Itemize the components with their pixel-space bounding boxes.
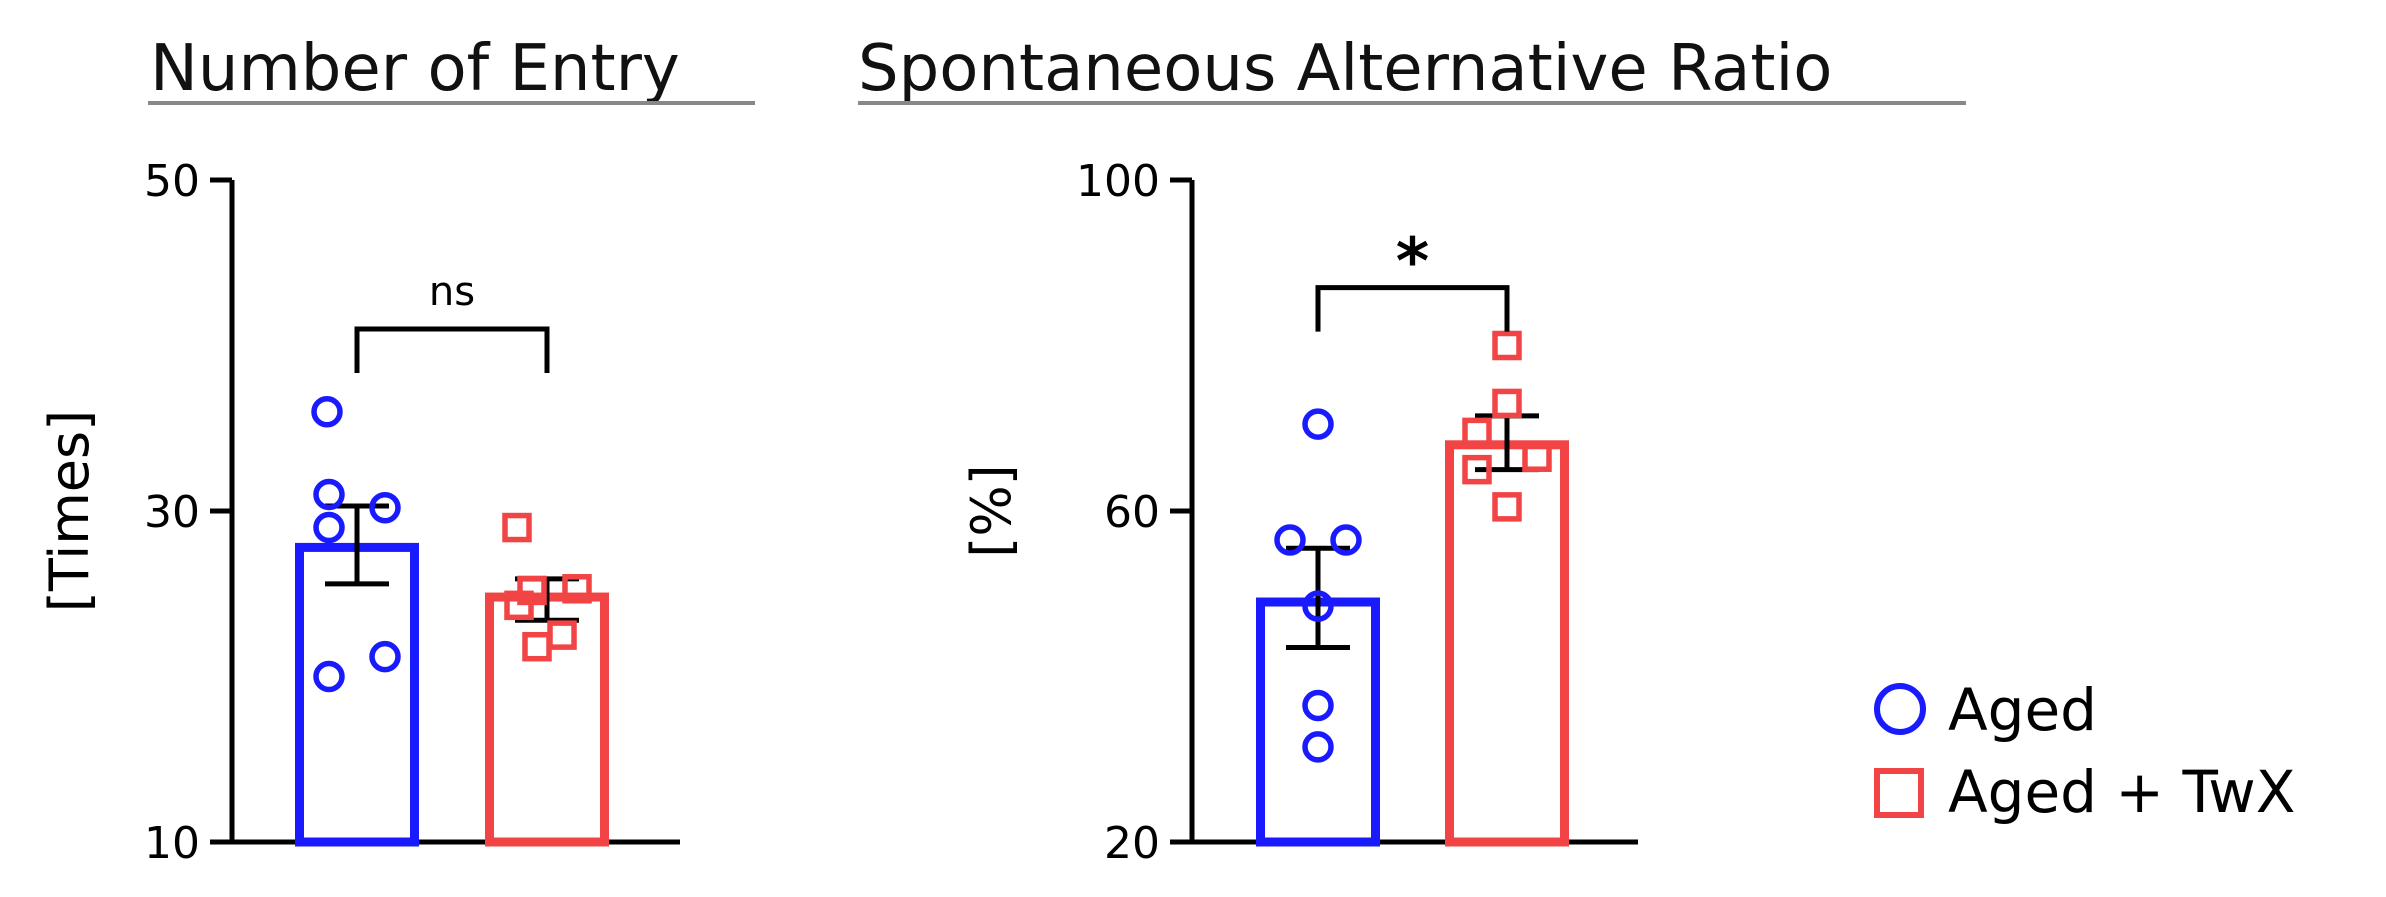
data-point xyxy=(1274,524,1306,556)
data-point xyxy=(1462,417,1492,448)
y-tick-label: 30 xyxy=(144,487,200,538)
panel-spontaneous-alternative-ratio: 20 60 100 [%] * xyxy=(960,156,1638,869)
data-point xyxy=(313,660,345,693)
data-point xyxy=(502,512,532,543)
data-point xyxy=(1492,330,1522,361)
y-tick-label: 10 xyxy=(144,818,200,869)
bar xyxy=(1445,440,1569,847)
significance-label: ns xyxy=(429,269,475,315)
data-point xyxy=(1302,731,1334,763)
y-tick-label: 20 xyxy=(1104,818,1160,869)
significance-bracket xyxy=(1315,285,1510,332)
panel-number-of-entry: 10 30 50 [Times] ns xyxy=(38,156,680,869)
significance-bracket xyxy=(354,326,550,373)
data-point xyxy=(1492,492,1522,522)
y-tick-label: 50 xyxy=(144,156,200,207)
data-point xyxy=(1462,454,1492,485)
data-point xyxy=(1302,590,1334,622)
legend-label-aged-twx: Aged + TwX xyxy=(1948,758,2295,826)
data-point xyxy=(369,640,401,673)
data-point xyxy=(1522,442,1552,472)
data-point xyxy=(313,478,345,511)
data-point xyxy=(547,620,577,650)
data-point xyxy=(369,491,401,524)
data-point xyxy=(311,395,343,428)
data-point xyxy=(313,511,345,544)
y-axis-label: [Times] xyxy=(38,410,101,612)
data-point xyxy=(1492,388,1522,419)
data-point xyxy=(504,590,534,621)
y-tick-label: 60 xyxy=(1104,487,1160,538)
legend-square-icon xyxy=(1874,768,1924,818)
y-tick-label: 100 xyxy=(1076,156,1160,207)
legend-circle-icon xyxy=(1874,683,1926,735)
legend: Aged Aged + TwX xyxy=(1874,676,2295,826)
panel1-title: Number of Entry xyxy=(150,32,680,106)
data-point xyxy=(1330,524,1362,556)
data-point xyxy=(1302,408,1334,440)
panel2-title: Spontaneous Alternative Ratio xyxy=(858,32,1832,106)
significance-label: * xyxy=(1396,226,1429,300)
y-axis-label: [%] xyxy=(960,464,1023,557)
bar xyxy=(295,542,419,847)
data-point xyxy=(1302,689,1334,722)
legend-label-aged: Aged xyxy=(1948,676,2097,744)
data-point xyxy=(522,631,552,662)
data-point xyxy=(562,574,592,604)
